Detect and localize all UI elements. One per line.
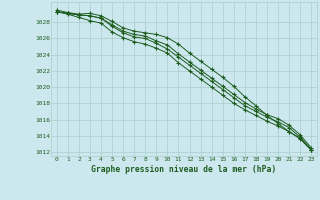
X-axis label: Graphe pression niveau de la mer (hPa): Graphe pression niveau de la mer (hPa) xyxy=(92,165,276,174)
